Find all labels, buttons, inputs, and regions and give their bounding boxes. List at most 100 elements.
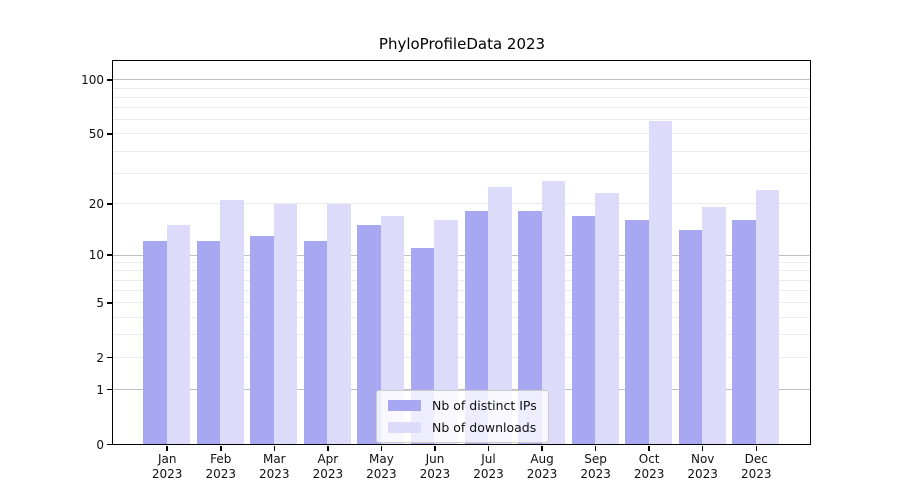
y-tick-label: 20 bbox=[88, 196, 104, 211]
x-tick-label: Jan 2023 bbox=[139, 452, 195, 482]
bar-downloads-apr bbox=[327, 203, 351, 444]
legend-swatch-distinct-ips bbox=[388, 400, 421, 411]
x-tick bbox=[220, 446, 222, 451]
y-tick bbox=[107, 203, 112, 205]
x-tick-label-year: 2023 bbox=[580, 467, 611, 481]
x-tick bbox=[380, 446, 383, 451]
bar-downloads-jul bbox=[488, 186, 512, 444]
gridline-minor bbox=[113, 203, 810, 205]
y-tick-label: 100 bbox=[81, 72, 104, 87]
x-tick-label: Jul 2023 bbox=[461, 452, 517, 482]
x-tick bbox=[541, 446, 543, 451]
bar-distinct-ips-jul bbox=[464, 211, 488, 444]
bar-downloads-feb bbox=[220, 199, 244, 444]
x-tick-label-year: 2023 bbox=[633, 467, 665, 481]
bar-downloads-aug bbox=[541, 180, 566, 444]
legend-item-downloads: Nb of downloads bbox=[388, 420, 537, 435]
x-tick-label: Aug 2023 bbox=[514, 452, 570, 482]
y-tick bbox=[107, 443, 112, 446]
x-tick-label-year: 2023 bbox=[151, 467, 183, 481]
x-tick-label-year: 2023 bbox=[312, 467, 344, 481]
gridline-minor bbox=[113, 107, 810, 109]
plot-area: Nb of distinct IPs Nb of downloads bbox=[112, 60, 811, 445]
bar-layer bbox=[113, 61, 810, 444]
x-tick bbox=[648, 446, 650, 451]
x-tick-label: Nov 2023 bbox=[675, 452, 731, 482]
chart-title: PhyloProfileData 2023 bbox=[378, 35, 546, 53]
x-tick bbox=[755, 446, 757, 451]
x-tick-label-year: 2023 bbox=[687, 467, 718, 481]
gridline-minor bbox=[113, 279, 810, 281]
bar-distinct-ips-apr bbox=[303, 241, 328, 444]
y-tick-label: 0 bbox=[96, 437, 104, 452]
gridline-minor bbox=[113, 302, 810, 304]
x-tick bbox=[327, 446, 329, 451]
gridline-minor bbox=[113, 133, 810, 135]
gridline-major bbox=[113, 79, 810, 81]
y-tick-label: 2 bbox=[96, 350, 104, 365]
gridline-minor bbox=[113, 270, 810, 272]
bar-distinct-ips-oct bbox=[625, 220, 649, 444]
gridline-major bbox=[113, 254, 810, 256]
legend-item-distinct-ips: Nb of distinct IPs bbox=[388, 398, 537, 413]
x-tick bbox=[701, 446, 704, 451]
x-tick-label-year: 2023 bbox=[366, 467, 397, 481]
bar-downloads-jan bbox=[166, 224, 191, 444]
bar-downloads-dec bbox=[755, 189, 780, 444]
x-tick-label-year: 2023 bbox=[473, 467, 504, 481]
y-tick-label: 1 bbox=[96, 382, 104, 397]
gridline-minor bbox=[113, 150, 810, 152]
bar-downloads-nov bbox=[702, 207, 726, 444]
x-tick-label: May 2023 bbox=[353, 452, 409, 482]
legend-label-distinct-ips: Nb of distinct IPs bbox=[432, 398, 537, 413]
x-tick-label: Sep 2023 bbox=[568, 452, 624, 482]
gridline-minor bbox=[113, 290, 810, 292]
x-tick-label: Apr 2023 bbox=[300, 452, 356, 482]
x-tick-label: Feb 2023 bbox=[193, 452, 249, 482]
legend: Nb of distinct IPs Nb of downloads bbox=[376, 390, 549, 443]
x-tick bbox=[594, 446, 597, 451]
gridline-minor bbox=[113, 87, 810, 89]
y-tick-label: 10 bbox=[88, 248, 104, 263]
gridline-minor bbox=[113, 334, 810, 336]
x-tick-label-year: 2023 bbox=[740, 467, 772, 481]
legend-swatch-downloads bbox=[388, 422, 421, 433]
bar-downloads-mar bbox=[273, 203, 298, 444]
bar-downloads-jun bbox=[434, 220, 458, 444]
bar-distinct-ips-sep bbox=[571, 215, 596, 444]
grid-layer bbox=[113, 61, 810, 444]
bar-distinct-ips-dec bbox=[732, 220, 756, 444]
y-tick-label: 50 bbox=[88, 126, 104, 141]
y-tick bbox=[107, 254, 112, 256]
legend-label-downloads: Nb of downloads bbox=[432, 420, 537, 435]
gridline-minor bbox=[113, 262, 810, 264]
gridline-minor bbox=[113, 172, 810, 174]
x-tick-label: Dec 2023 bbox=[728, 452, 784, 482]
x-tick bbox=[273, 446, 276, 451]
gridline-minor bbox=[113, 357, 810, 359]
x-tick bbox=[434, 446, 436, 451]
y-tick bbox=[107, 356, 112, 359]
bar-distinct-ips-feb bbox=[196, 241, 221, 444]
y-tick bbox=[107, 133, 112, 135]
gridline-minor bbox=[113, 316, 810, 318]
bar-distinct-ips-aug bbox=[518, 211, 542, 444]
bar-downloads-sep bbox=[595, 192, 619, 444]
gridline-minor bbox=[113, 119, 810, 121]
x-tick-label-year: 2023 bbox=[526, 467, 558, 481]
x-tick bbox=[166, 446, 168, 451]
y-tick bbox=[107, 302, 112, 304]
x-tick-label-year: 2023 bbox=[205, 467, 237, 481]
gridline-major bbox=[113, 389, 810, 391]
x-tick-label-year: 2023 bbox=[259, 467, 290, 481]
bar-distinct-ips-nov bbox=[678, 230, 703, 444]
x-tick bbox=[487, 446, 490, 451]
x-tick-label: Oct 2023 bbox=[621, 452, 677, 482]
x-tick-label: Mar 2023 bbox=[246, 452, 302, 482]
bar-downloads-may bbox=[380, 215, 405, 444]
bar-distinct-ips-may bbox=[357, 224, 381, 444]
bar-downloads-oct bbox=[648, 120, 673, 444]
bar-distinct-ips-mar bbox=[250, 235, 274, 444]
gridline-minor bbox=[113, 96, 810, 98]
